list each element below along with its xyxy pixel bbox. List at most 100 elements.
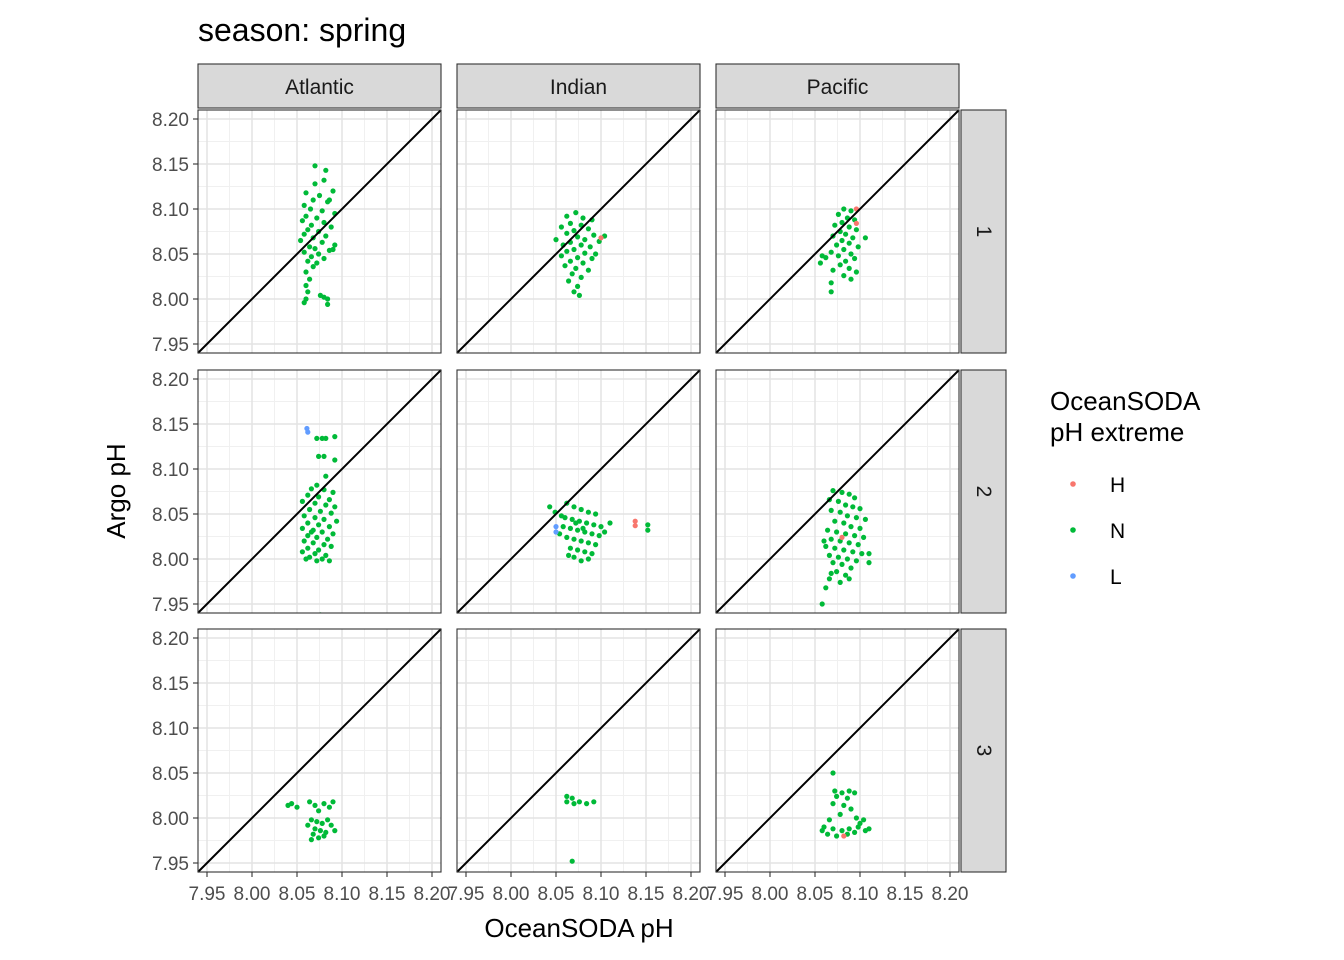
data-point-N xyxy=(316,522,322,528)
data-point-N xyxy=(289,801,295,807)
data-point-N xyxy=(580,260,586,266)
data-point-N xyxy=(819,253,825,259)
data-point-N xyxy=(846,240,852,246)
data-point-N xyxy=(835,211,842,217)
panel-indian-3 xyxy=(456,628,701,873)
data-point-N xyxy=(848,806,854,812)
data-point-N xyxy=(332,504,338,510)
x-tick-label: 8.20 xyxy=(673,884,710,905)
y-axis-title: Argo pH xyxy=(101,443,131,538)
data-point-N xyxy=(857,506,863,512)
data-point-N xyxy=(564,230,570,236)
data-point-N xyxy=(323,473,329,479)
data-point-N xyxy=(569,516,575,523)
data-point-N xyxy=(850,235,856,241)
identity-reference-line xyxy=(456,628,701,873)
data-point-N xyxy=(830,801,836,807)
data-point-N xyxy=(580,215,586,221)
data-point-H xyxy=(853,220,860,226)
data-point-N xyxy=(578,558,584,564)
data-point-N xyxy=(301,300,307,306)
data-point-N xyxy=(319,556,325,562)
data-point-N xyxy=(582,250,588,256)
data-point-N xyxy=(321,542,327,548)
data-point-N xyxy=(310,264,316,270)
y-tick-label: 8.10 xyxy=(152,460,189,481)
data-point-N xyxy=(312,163,318,169)
data-point-N xyxy=(299,498,305,504)
data-point-N xyxy=(828,249,834,255)
identity-reference-line xyxy=(197,628,442,873)
panel-atlantic-2-border xyxy=(197,369,442,614)
data-point-N xyxy=(308,254,314,260)
x-tick-label: 8.10 xyxy=(842,884,879,905)
data-point-N xyxy=(319,208,325,214)
data-point-N xyxy=(571,504,577,510)
data-point-N xyxy=(645,522,651,528)
identity-reference-line xyxy=(197,109,442,354)
data-point-N xyxy=(303,213,309,219)
data-point-N xyxy=(839,489,845,495)
data-point-N xyxy=(294,804,300,810)
panel-pacific-1-border xyxy=(715,109,960,354)
data-point-N xyxy=(830,560,836,566)
x-tick-label: 8.10 xyxy=(583,884,620,905)
data-point-N xyxy=(841,206,847,212)
panel-atlantic-1 xyxy=(197,109,442,354)
row-strip-1 xyxy=(960,109,1007,354)
x-tick-label: 8.00 xyxy=(234,884,271,905)
row-strip-3 xyxy=(960,628,1007,873)
data-point-N xyxy=(316,808,322,814)
data-point-N xyxy=(585,267,592,273)
row-strip-2 xyxy=(960,369,1007,614)
data-point-N xyxy=(853,227,860,233)
data-point-N xyxy=(571,801,577,807)
legend-keys: HNL xyxy=(1070,474,1125,589)
data-point-N xyxy=(316,835,322,841)
panel-pacific-3 xyxy=(715,628,960,873)
identity-reference-line xyxy=(456,109,701,354)
data-point-N xyxy=(316,192,323,199)
data-point-L xyxy=(305,429,311,435)
data-point-N xyxy=(830,267,836,273)
chart-title: season: spring xyxy=(198,12,406,48)
data-point-N xyxy=(645,527,651,533)
data-point-N xyxy=(553,237,559,243)
data-point-N xyxy=(841,520,847,526)
data-point-N xyxy=(861,534,867,541)
data-point-N xyxy=(571,554,577,560)
data-point-N xyxy=(837,579,843,586)
data-point-N xyxy=(321,255,327,262)
panel-indian-1-points xyxy=(553,210,608,298)
y-tick-label: 8.15 xyxy=(152,415,189,436)
data-point-N xyxy=(305,227,311,233)
y-tick-label: 7.95 xyxy=(152,854,189,875)
data-point-N xyxy=(841,246,847,253)
data-point-N xyxy=(564,534,570,541)
data-point-N xyxy=(326,524,332,530)
data-point-H xyxy=(839,534,845,541)
data-point-N xyxy=(330,246,336,253)
y-tick-label: 8.20 xyxy=(152,110,189,131)
x-axis-title: OceanSODA pH xyxy=(484,913,673,943)
data-point-N xyxy=(576,292,583,298)
data-point-N xyxy=(321,516,327,523)
data-point-N xyxy=(832,222,838,228)
data-point-N xyxy=(589,531,595,537)
data-point-N xyxy=(332,828,338,834)
panel-indian-3-points xyxy=(564,793,597,864)
panel-indian-2 xyxy=(456,369,701,614)
y-tick-label: 8.15 xyxy=(152,674,189,695)
data-point-N xyxy=(578,538,584,544)
data-point-N xyxy=(560,524,566,530)
panel-pacific-2-points xyxy=(819,488,872,607)
data-point-N xyxy=(307,206,314,212)
data-point-N xyxy=(319,820,325,827)
data-point-N xyxy=(852,533,858,539)
data-point-N xyxy=(843,572,849,578)
data-point-N xyxy=(844,795,851,801)
data-point-N xyxy=(321,219,327,226)
data-point-N xyxy=(558,224,565,230)
data-point-N xyxy=(828,280,834,286)
data-point-N xyxy=(817,260,824,266)
